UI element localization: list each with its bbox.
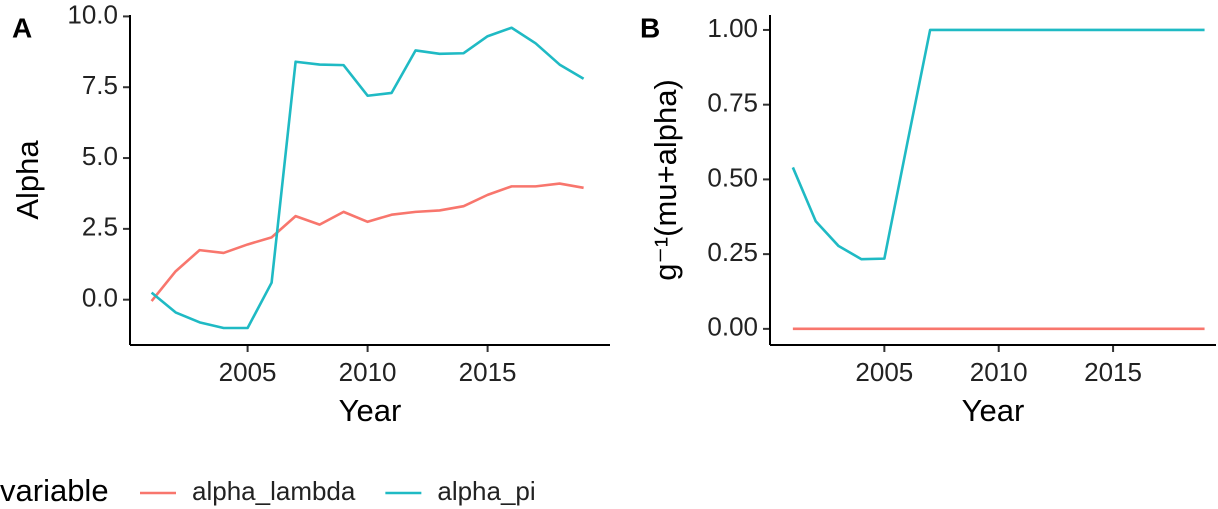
y-tick-label: 0.50 xyxy=(707,162,758,192)
panel-tag: B xyxy=(640,12,660,43)
x-tick-label: 2005 xyxy=(855,357,913,387)
y-tick-label: 7.5 xyxy=(82,70,118,100)
legend-label: alpha_pi xyxy=(437,476,535,506)
panel-tag: A xyxy=(12,12,32,43)
legend-label: alpha_lambda xyxy=(192,476,356,506)
series-line xyxy=(791,28,1205,261)
y-tick-label: 0.0 xyxy=(82,283,118,313)
y-tick-label: 10.0 xyxy=(67,0,118,29)
x-tick-label: 2010 xyxy=(339,357,397,387)
y-axis-title: g⁻¹(mu+alpha) xyxy=(648,79,683,281)
x-tick-label: 2015 xyxy=(1084,357,1142,387)
y-axis-title: Alpha xyxy=(10,140,45,220)
x-axis-title: Year xyxy=(339,393,402,428)
y-tick-label: 1.00 xyxy=(707,13,758,43)
y-tick-label: 5.0 xyxy=(82,141,118,171)
x-tick-label: 2010 xyxy=(970,357,1028,387)
x-tick-label: 2005 xyxy=(219,357,277,387)
x-axis-title: Year xyxy=(962,393,1025,428)
x-tick-label: 2015 xyxy=(459,357,517,387)
y-tick-label: 2.5 xyxy=(82,212,118,242)
y-tick-label: 0.25 xyxy=(707,237,758,267)
series-line xyxy=(150,182,584,302)
y-tick-label: 0.00 xyxy=(707,312,758,342)
series-line xyxy=(150,26,585,330)
y-tick-label: 0.75 xyxy=(707,88,758,118)
legend-title: variable xyxy=(0,473,109,508)
